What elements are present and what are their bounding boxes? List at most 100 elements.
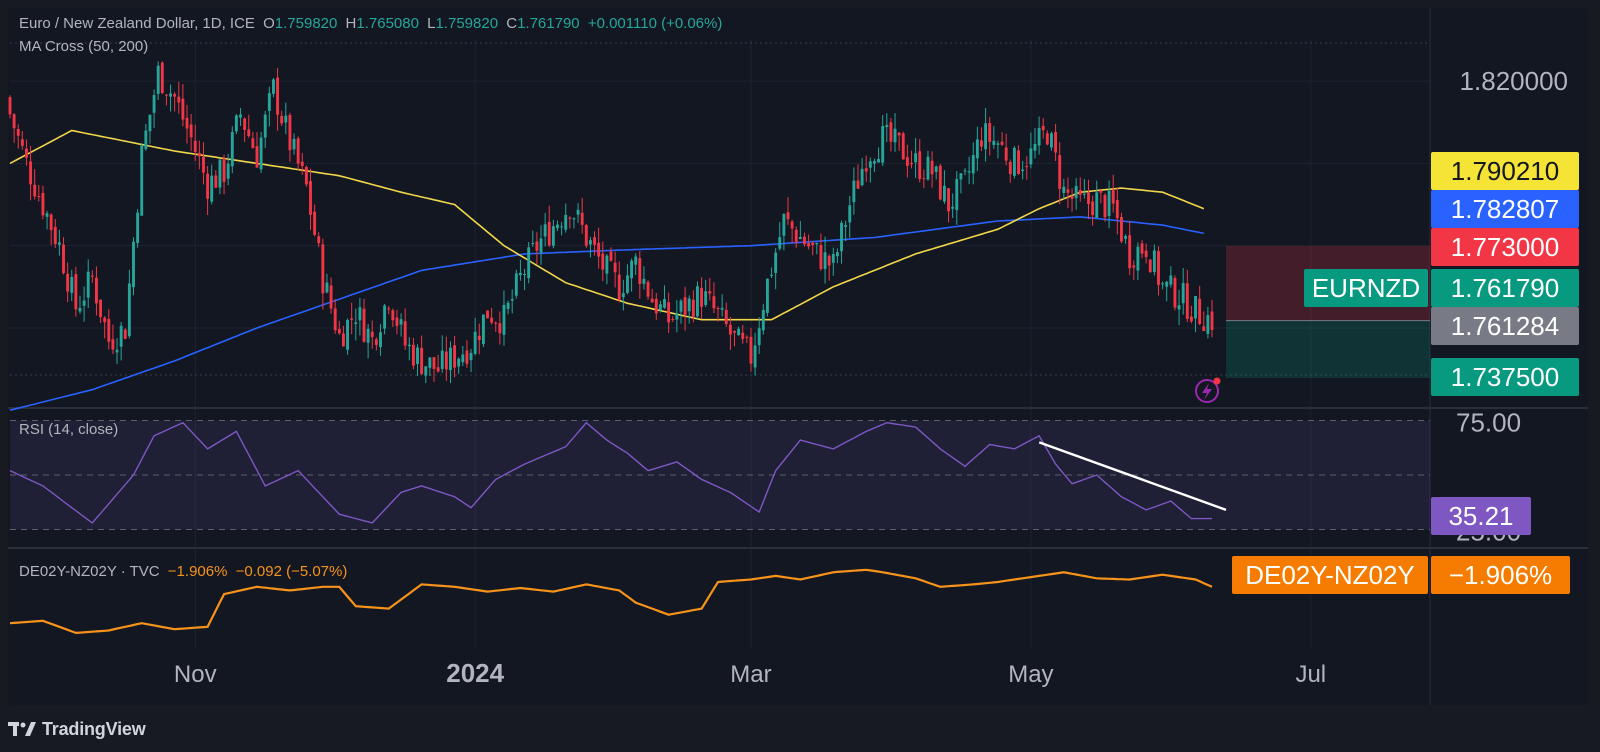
candle-up	[576, 203, 580, 223]
change-value: +0.001110 (+0.06%)	[587, 15, 723, 32]
candle-body	[580, 212, 584, 225]
candle-down	[613, 251, 617, 288]
candle-body	[778, 237, 782, 249]
candle-up	[119, 321, 123, 361]
candle-down	[333, 299, 337, 334]
candle-body	[951, 206, 955, 209]
candle-body	[708, 291, 712, 294]
candle-body	[774, 252, 778, 273]
candle-body	[712, 296, 716, 309]
grid-lines	[8, 8, 1588, 705]
candle-down	[930, 151, 934, 188]
candle-body	[523, 274, 526, 276]
candle-body	[510, 298, 514, 301]
spread-header[interactable]: DE02Y-NZ02Y · TVC −1.906% −0.092 (−5.07%…	[19, 563, 351, 580]
candle-up	[169, 84, 172, 112]
candle-body	[436, 367, 440, 372]
candle-body	[255, 146, 259, 168]
candle-down	[650, 288, 654, 303]
candle-up	[835, 248, 839, 264]
candle-body	[411, 344, 415, 366]
candle-body	[704, 291, 708, 305]
candle-up	[531, 230, 535, 247]
footer[interactable]: TradingView	[8, 716, 146, 742]
ma200-price-badge: 1.782807	[1431, 190, 1579, 228]
candle-body	[115, 349, 119, 353]
candle-down	[20, 131, 24, 150]
candle-down	[1017, 145, 1020, 175]
candle-up	[844, 220, 848, 242]
candle-body	[786, 212, 790, 220]
candle-body	[41, 192, 45, 216]
candle-up	[115, 338, 119, 364]
candle-body	[346, 319, 349, 350]
candle-body	[90, 275, 94, 277]
candle-up	[873, 158, 876, 173]
candle-body	[8, 97, 12, 115]
ma50-price-badge: 1.790210	[1431, 152, 1579, 190]
candle-body	[1115, 200, 1119, 219]
alert-dot	[1213, 377, 1221, 385]
candle-down	[745, 335, 749, 344]
candle-down	[387, 305, 391, 315]
indicator-label[interactable]: MA Cross (50, 200)	[19, 38, 149, 55]
candle-body	[531, 243, 535, 245]
candle-body	[1157, 251, 1160, 285]
candle-up	[407, 337, 411, 361]
candle-body	[226, 163, 230, 179]
candle-up	[379, 324, 382, 356]
candle-body	[119, 325, 123, 347]
candle-up	[1181, 268, 1185, 315]
candle-body	[761, 309, 765, 331]
candle-body	[1119, 216, 1123, 242]
candle-body	[424, 366, 428, 376]
candle-down	[391, 308, 395, 327]
candle-up	[239, 107, 242, 126]
candle-up	[272, 77, 275, 98]
candle-up	[86, 259, 90, 309]
candle-body	[848, 205, 852, 223]
candle-body	[910, 162, 913, 165]
candle-down	[1148, 258, 1152, 273]
low-value: 1.759820	[435, 15, 499, 32]
candle-down	[477, 323, 481, 355]
candle-down	[856, 164, 860, 189]
candle-down	[395, 309, 399, 335]
candle-up	[1161, 281, 1165, 290]
candle-body	[1078, 190, 1082, 195]
candle-down	[1000, 132, 1004, 146]
candle-up	[852, 167, 856, 215]
candle-up	[440, 335, 444, 373]
candle-up	[840, 220, 843, 264]
candle-up	[696, 281, 699, 319]
candle-down	[444, 336, 448, 381]
candle-down	[568, 216, 572, 229]
candle-body	[914, 153, 918, 163]
spread-value: −1.906%	[167, 563, 228, 580]
candle-up	[572, 217, 576, 229]
candle-body	[967, 171, 971, 173]
symbol-title: Euro / New Zealand Dollar, 1D, ICE	[19, 15, 255, 32]
candle-body	[148, 114, 152, 132]
candle-body	[988, 122, 992, 142]
candle-up	[1062, 178, 1066, 200]
candle-body	[934, 166, 938, 172]
candle-up	[156, 61, 160, 100]
candle-up	[1074, 178, 1078, 210]
candle-down	[465, 340, 469, 368]
candle-down	[716, 306, 720, 322]
candle-down	[691, 290, 695, 323]
low-label: L	[427, 15, 436, 32]
candle-body	[588, 240, 592, 245]
candle-up	[605, 254, 609, 285]
rsi-label[interactable]: RSI (14, close)	[19, 421, 119, 438]
candle-body	[724, 309, 728, 324]
candle-body	[444, 351, 448, 370]
candle-body	[333, 308, 337, 331]
candle-body	[671, 318, 675, 320]
candle-body	[374, 339, 378, 345]
candle-body	[1054, 132, 1058, 153]
candle-body	[481, 314, 485, 345]
candle-up	[132, 237, 135, 296]
